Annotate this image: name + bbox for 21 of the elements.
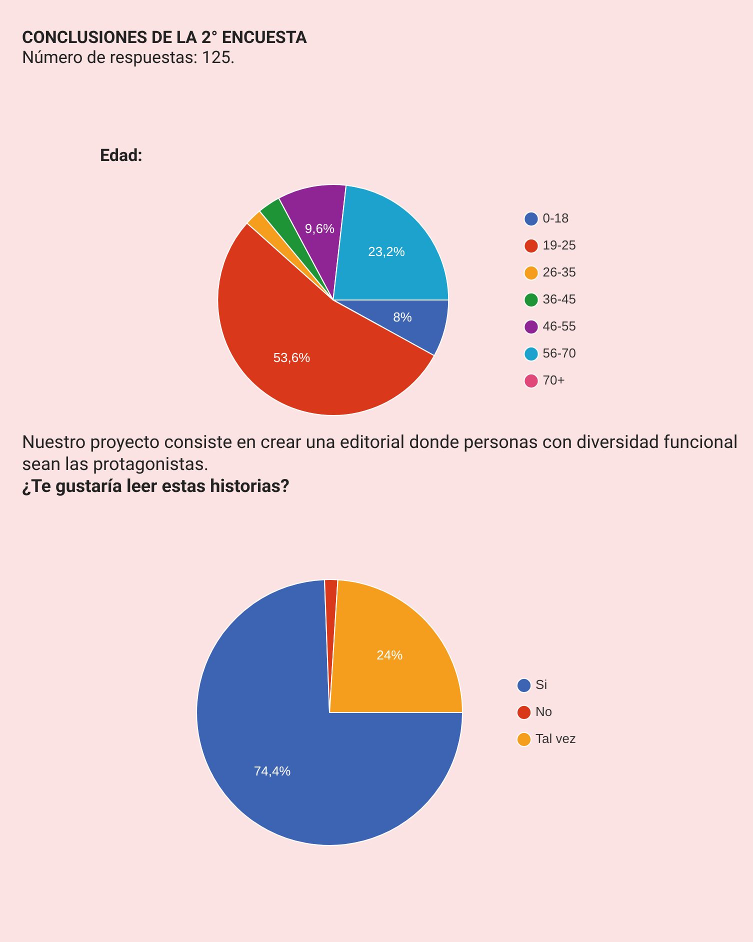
legend-label: 70+: [542, 372, 565, 388]
legend-label: 56-70: [542, 346, 576, 361]
data-label: 74,4%: [254, 763, 292, 778]
data-label: 53,6%: [273, 350, 311, 366]
data-label: 23,2%: [368, 244, 406, 259]
legend-label: Si: [536, 677, 548, 692]
chart-subtitle: Número de respuestas: 125.: [22, 48, 236, 68]
data-label: 24%: [376, 648, 404, 663]
legend-label: 46-55: [542, 318, 576, 334]
legend-label: 26-35: [542, 264, 576, 280]
legend-label: 0-18: [542, 210, 569, 226]
legend-label: 19-25: [542, 238, 576, 253]
data-label: 9,6%: [304, 221, 335, 236]
chart-title: CONCLUSIONES DE LA 2° ENCUESTA: [22, 28, 308, 48]
chart-subtitle: ¿Te gustaría leer estas historias?: [22, 476, 290, 497]
data-label: 8%: [393, 309, 412, 324]
text: Edad:: [100, 146, 142, 166]
legend-label: 36-45: [542, 292, 576, 307]
legend-label: No: [536, 704, 552, 720]
legend-label: Tal vez: [536, 731, 576, 746]
chart-title: Nuestro proyecto consiste en crear una editorial donde personas con diversidad funcional sean las protagonistas.: [22, 432, 739, 476]
